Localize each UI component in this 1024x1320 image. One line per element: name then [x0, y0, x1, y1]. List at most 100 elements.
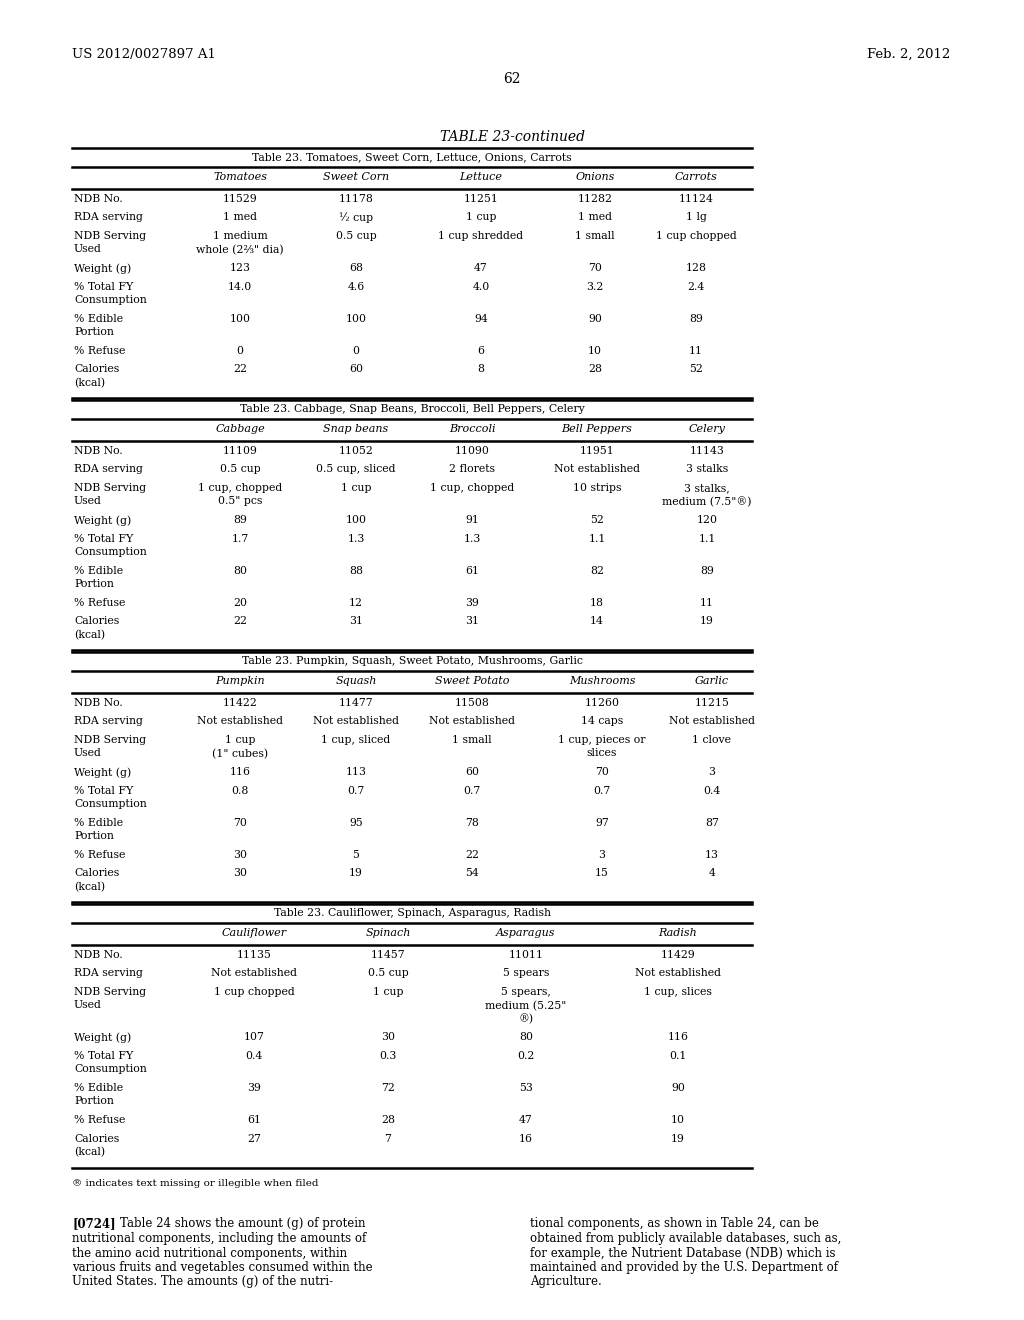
Text: Pumpkin: Pumpkin: [215, 676, 265, 686]
Text: 120: 120: [696, 515, 718, 525]
Text: % Refuse: % Refuse: [74, 346, 125, 355]
Text: NDB No.: NDB No.: [74, 194, 123, 205]
Text: (1" cubes): (1" cubes): [212, 748, 268, 759]
Text: 11429: 11429: [660, 950, 695, 960]
Text: 1 lg: 1 lg: [685, 213, 707, 223]
Text: ½ cup: ½ cup: [339, 213, 373, 223]
Text: 20: 20: [233, 598, 247, 607]
Text: % Total FY: % Total FY: [74, 785, 133, 796]
Text: RDA serving: RDA serving: [74, 969, 143, 978]
Text: 0.3: 0.3: [379, 1051, 396, 1061]
Text: 19: 19: [700, 616, 714, 626]
Text: Portion: Portion: [74, 327, 114, 337]
Text: obtained from publicly available databases, such as,: obtained from publicly available databas…: [530, 1232, 842, 1245]
Text: 0.8: 0.8: [231, 785, 249, 796]
Text: US 2012/0027897 A1: US 2012/0027897 A1: [72, 48, 216, 61]
Text: 39: 39: [465, 598, 479, 607]
Text: 1 clove: 1 clove: [692, 735, 731, 744]
Text: 10 strips: 10 strips: [572, 483, 622, 492]
Text: 15: 15: [595, 869, 609, 878]
Text: (kcal): (kcal): [74, 378, 105, 388]
Text: Consumption: Consumption: [74, 1064, 146, 1074]
Text: RDA serving: RDA serving: [74, 465, 143, 474]
Text: 1 cup, slices: 1 cup, slices: [644, 987, 712, 997]
Text: Weight (g): Weight (g): [74, 1032, 131, 1043]
Text: United States. The amounts (g) of the nutri-: United States. The amounts (g) of the nu…: [72, 1275, 333, 1288]
Text: 1.7: 1.7: [231, 533, 249, 544]
Text: NDB No.: NDB No.: [74, 446, 123, 455]
Text: 19: 19: [349, 869, 362, 878]
Text: 90: 90: [671, 1082, 685, 1093]
Text: whole (2⅔" dia): whole (2⅔" dia): [197, 244, 284, 255]
Text: 11: 11: [700, 598, 714, 607]
Text: [0724]: [0724]: [72, 1217, 116, 1230]
Text: 14: 14: [590, 616, 604, 626]
Text: RDA serving: RDA serving: [74, 213, 143, 223]
Text: 0.5" pcs: 0.5" pcs: [218, 496, 262, 507]
Text: Used: Used: [74, 748, 101, 759]
Text: 11215: 11215: [694, 698, 729, 708]
Text: various fruits and vegetables consumed within the: various fruits and vegetables consumed w…: [72, 1261, 373, 1274]
Text: 3 stalks,: 3 stalks,: [684, 483, 730, 492]
Text: % Refuse: % Refuse: [74, 598, 125, 607]
Text: 30: 30: [381, 1032, 395, 1043]
Text: 89: 89: [233, 515, 247, 525]
Text: 60: 60: [465, 767, 479, 777]
Text: 1 cup, chopped: 1 cup, chopped: [198, 483, 283, 492]
Text: 39: 39: [247, 1082, 261, 1093]
Text: 70: 70: [588, 263, 602, 273]
Text: 61: 61: [465, 565, 479, 576]
Text: 11052: 11052: [339, 446, 374, 455]
Text: Used: Used: [74, 496, 101, 507]
Text: 90: 90: [588, 314, 602, 323]
Text: Consumption: Consumption: [74, 294, 146, 305]
Text: 13: 13: [705, 850, 719, 859]
Text: 18: 18: [590, 598, 604, 607]
Text: 11457: 11457: [371, 950, 406, 960]
Text: % Edible: % Edible: [74, 565, 123, 576]
Text: Tomatoes: Tomatoes: [213, 172, 267, 182]
Text: Snap beans: Snap beans: [324, 424, 389, 434]
Text: 62: 62: [503, 73, 521, 86]
Text: 0.2: 0.2: [517, 1051, 535, 1061]
Text: 11143: 11143: [689, 446, 724, 455]
Text: 5 spears: 5 spears: [503, 969, 549, 978]
Text: medium (7.5"®): medium (7.5"®): [663, 496, 752, 507]
Text: 28: 28: [381, 1115, 395, 1125]
Text: 11951: 11951: [580, 446, 614, 455]
Text: Not established: Not established: [313, 717, 399, 726]
Text: 70: 70: [595, 767, 609, 777]
Text: 11529: 11529: [222, 194, 257, 205]
Text: Feb. 2, 2012: Feb. 2, 2012: [866, 48, 950, 61]
Text: NDB Serving: NDB Serving: [74, 987, 146, 997]
Text: Agriculture.: Agriculture.: [530, 1275, 602, 1288]
Text: 0.5 cup: 0.5 cup: [336, 231, 377, 242]
Text: 91: 91: [465, 515, 479, 525]
Text: Carrots: Carrots: [675, 172, 718, 182]
Text: medium (5.25": medium (5.25": [485, 1001, 566, 1011]
Text: Not established: Not established: [211, 969, 297, 978]
Text: 22: 22: [233, 616, 247, 626]
Text: 14.0: 14.0: [228, 281, 252, 292]
Text: RDA serving: RDA serving: [74, 717, 143, 726]
Text: 11109: 11109: [222, 446, 257, 455]
Text: 100: 100: [345, 314, 367, 323]
Text: NDB Serving: NDB Serving: [74, 483, 146, 492]
Text: % Refuse: % Refuse: [74, 1115, 125, 1125]
Text: 11508: 11508: [455, 698, 489, 708]
Text: NDB Serving: NDB Serving: [74, 231, 146, 242]
Text: 1 cup, sliced: 1 cup, sliced: [322, 735, 390, 744]
Text: Bell Peppers: Bell Peppers: [561, 424, 633, 434]
Text: 89: 89: [689, 314, 702, 323]
Text: % Edible: % Edible: [74, 1082, 123, 1093]
Text: Lettuce: Lettuce: [460, 172, 503, 182]
Text: 100: 100: [345, 515, 367, 525]
Text: 52: 52: [689, 364, 702, 374]
Text: maintained and provided by the U.S. Department of: maintained and provided by the U.S. Depa…: [530, 1261, 838, 1274]
Text: 60: 60: [349, 364, 362, 374]
Text: % Total FY: % Total FY: [74, 533, 133, 544]
Text: 10: 10: [588, 346, 602, 355]
Text: 107: 107: [244, 1032, 264, 1043]
Text: 80: 80: [233, 565, 247, 576]
Text: % Total FY: % Total FY: [74, 281, 133, 292]
